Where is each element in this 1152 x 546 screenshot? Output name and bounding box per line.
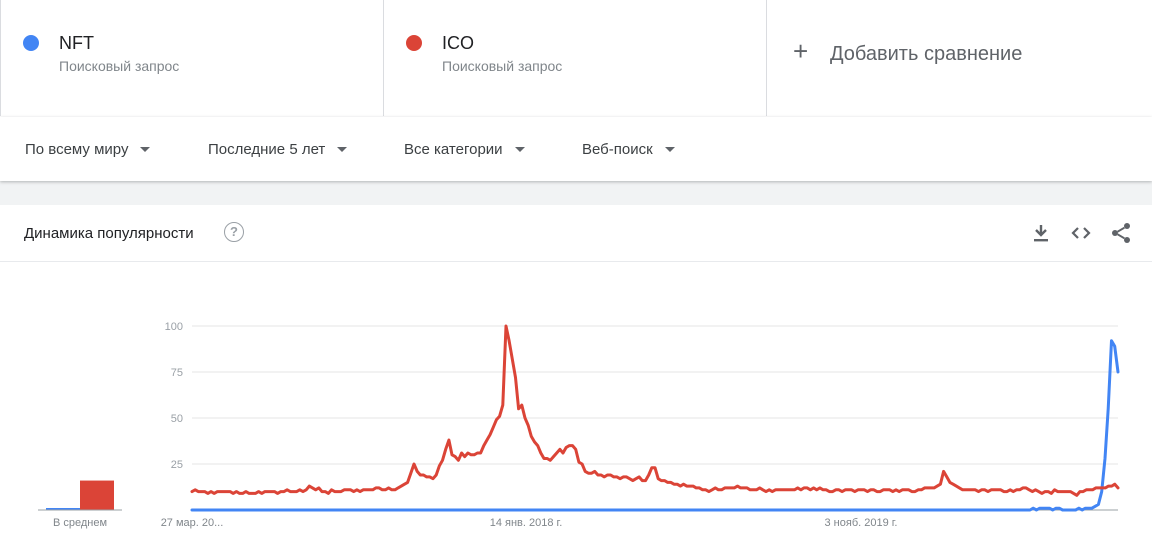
period-dropdown-label: Последние 5 лет [208, 141, 326, 158]
term-card-ico[interactable]: ICO Поисковый запрос [384, 0, 767, 116]
add-comparison-label: Добавить сравнение [830, 43, 1023, 65]
section-separator [0, 181, 1152, 205]
average-bar-nft [46, 508, 80, 510]
help-icon[interactable]: ? [224, 222, 244, 242]
term-color-dot [406, 35, 422, 51]
search-type-dropdown[interactable]: Веб-поиск [582, 141, 675, 158]
dropdown-caret-icon [140, 147, 151, 152]
add-comparison-button[interactable]: + Добавить сравнение [767, 0, 1152, 116]
y-tick-label: 50 [171, 413, 183, 425]
region-dropdown-label: По всему миру [25, 141, 129, 158]
term-subtitle: Поисковый запрос [442, 58, 563, 74]
plus-icon: + [793, 36, 809, 66]
card-title: Динамика популярности [24, 225, 194, 242]
x-tick-label: 3 нояб. 2019 г. [825, 517, 898, 529]
dropdown-caret-icon [664, 147, 675, 152]
download-icon[interactable] [1029, 221, 1053, 245]
share-icon[interactable] [1109, 221, 1133, 245]
average-label: В среднем [53, 517, 107, 529]
y-tick-label: 100 [165, 321, 183, 333]
dropdown-caret-icon [337, 147, 348, 152]
term-card-nft[interactable]: NFT Поисковый запрос [0, 0, 384, 116]
y-tick-label: 25 [171, 459, 183, 471]
dropdown-caret-icon [514, 147, 525, 152]
term-name: NFT [59, 33, 94, 53]
period-dropdown[interactable]: Последние 5 лет [208, 141, 348, 158]
term-subtitle: Поисковый запрос [59, 58, 180, 74]
search-type-dropdown-label: Веб-поиск [582, 141, 653, 158]
filter-bar: По всему миру Последние 5 лет Все катего… [0, 117, 1152, 181]
term-color-dot [23, 35, 39, 51]
x-tick-label: 27 мар. 20... [161, 517, 224, 529]
series-line-nft [190, 339, 1120, 512]
category-dropdown-label: Все категории [404, 141, 503, 158]
term-name: ICO [442, 33, 475, 53]
region-dropdown[interactable]: По всему миру [25, 141, 151, 158]
card-header: Динамика популярности ? [0, 205, 1152, 262]
y-tick-label: 75 [171, 367, 183, 379]
interest-chart: 100 75 50 25 В среднем 27 мар. 20... 14 янв.… [38, 321, 1120, 529]
category-dropdown[interactable]: Все категории [404, 141, 525, 158]
embed-icon[interactable] [1069, 221, 1093, 245]
comparison-terms-bar: NFT Поисковый запрос ICO Поисковый запро… [0, 0, 1152, 118]
x-tick-label: 14 янв. 2018 г. [490, 517, 563, 529]
average-bar-ico [80, 480, 114, 510]
series-line-ico [190, 324, 1120, 497]
